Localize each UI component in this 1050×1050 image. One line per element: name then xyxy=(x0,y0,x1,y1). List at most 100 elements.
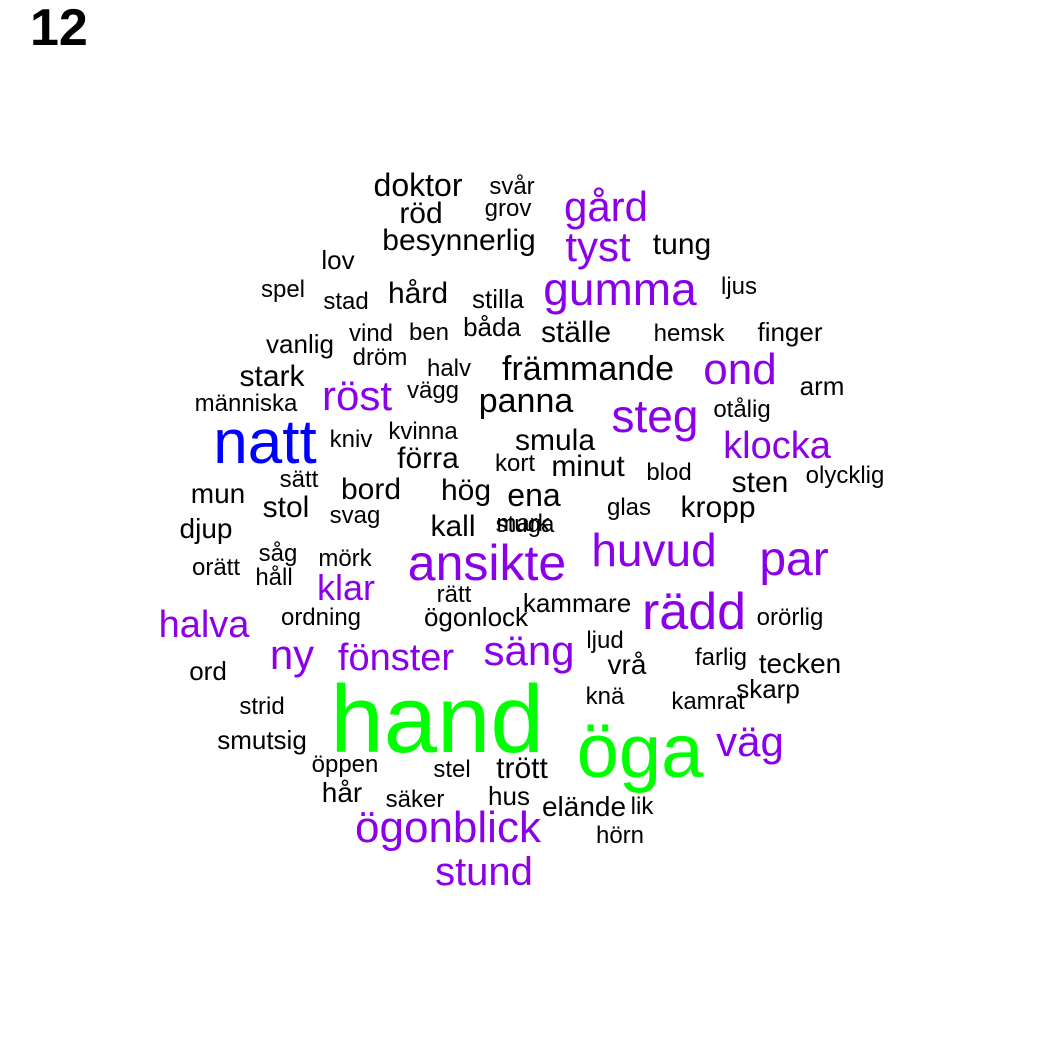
word-ratt: rätt xyxy=(436,581,472,608)
word-besynnerlig: besynnerlig xyxy=(382,224,536,257)
word-ogonlock: ögonlock xyxy=(423,602,529,632)
word-stark: stark xyxy=(239,360,305,393)
word-par: par xyxy=(759,533,829,586)
word-halva: halva xyxy=(158,604,250,646)
word-horn: hörn xyxy=(595,822,645,849)
word-vanlig: vanlig xyxy=(266,329,334,359)
word-hus: hus xyxy=(488,781,530,811)
word-svag: svag xyxy=(329,502,381,529)
word-ljud: ljud xyxy=(586,627,624,654)
word-vind: vind xyxy=(348,320,394,347)
word-lik: lik xyxy=(630,793,654,820)
word-hall: håll xyxy=(255,564,293,591)
word-bord: bord xyxy=(340,473,402,506)
word-hand: hand xyxy=(330,666,544,773)
word-glas: glas xyxy=(606,494,652,521)
word-kammare: kammare xyxy=(522,588,632,618)
word-kropp: kropp xyxy=(680,491,756,524)
word-hemsk: hemsk xyxy=(653,320,725,347)
word-vag: väg xyxy=(716,718,784,765)
word-svar: svår xyxy=(489,173,535,200)
word-blod: blod xyxy=(646,459,692,486)
word-arm: arm xyxy=(799,371,845,401)
word-ogonblick: ögonblick xyxy=(355,803,541,852)
word-minut: minut xyxy=(551,450,625,483)
word-huvud: huvud xyxy=(591,524,717,576)
page-number: 12 xyxy=(30,0,88,57)
word-gard: gård xyxy=(563,183,649,230)
word-klar: klar xyxy=(316,567,376,608)
word-klocka: klocka xyxy=(723,425,831,467)
word-hog: hög xyxy=(440,474,492,507)
word-kort: kort xyxy=(494,450,536,477)
word-hard: hård xyxy=(387,277,449,310)
word-stalle: ställe xyxy=(540,316,612,349)
word-gumma: gumma xyxy=(543,263,697,315)
word-ansikte: ansikte xyxy=(407,535,567,591)
word-oga: öga xyxy=(576,709,704,794)
word-natt: natt xyxy=(213,408,317,477)
word-tung: tung xyxy=(652,228,712,261)
word-stad: stad xyxy=(323,288,369,315)
word-ordning: ordning xyxy=(280,604,362,631)
word-ond: ond xyxy=(703,345,777,394)
word-tecken: tecken xyxy=(758,648,842,679)
word-smula: smula xyxy=(514,424,596,457)
word-smutsig: smutsig xyxy=(217,725,307,755)
word-radd: rädd xyxy=(641,583,747,641)
word-kna: knä xyxy=(585,683,625,710)
word-otalig: otålig xyxy=(713,396,771,423)
word-spel: spel xyxy=(260,276,306,303)
word-sten: sten xyxy=(731,466,789,499)
word-mun: mun xyxy=(190,478,246,509)
word-stol: stol xyxy=(262,491,310,524)
word-fonster: fönster xyxy=(337,637,455,679)
word-tyst: tyst xyxy=(565,223,631,270)
word-farlig: farlig xyxy=(694,644,748,671)
word-skarp: skarp xyxy=(736,674,800,704)
word-kvinna: kvinna xyxy=(388,418,458,445)
word-forra: förra xyxy=(397,442,459,475)
word-mork: mörk xyxy=(318,545,372,572)
word-grov: grov xyxy=(484,195,532,222)
word-elande: elände xyxy=(541,791,627,822)
word-stund: stund xyxy=(435,850,533,894)
word-trott: trött xyxy=(496,752,548,785)
word-olycklig: olycklig xyxy=(805,462,885,489)
word-kall: kall xyxy=(430,510,476,543)
word-lov: lov xyxy=(321,245,355,275)
word-strid: strid xyxy=(239,693,285,720)
word-bada: båda xyxy=(463,312,521,342)
word-steg: steg xyxy=(611,390,699,442)
word-mark: mark xyxy=(496,510,550,537)
word-manniska: människa xyxy=(194,390,298,417)
word-vagg: vägg xyxy=(406,377,460,404)
word-djup: djup xyxy=(179,513,233,544)
word-ny: ny xyxy=(269,631,315,678)
word-drom: dröm xyxy=(352,344,408,371)
word-stilla: stilla xyxy=(471,284,525,314)
word-ord: ord xyxy=(189,656,227,686)
word-rost: röst xyxy=(321,372,393,419)
word-vra: vrå xyxy=(607,649,647,680)
word-ben: ben xyxy=(408,319,450,346)
word-stel: stel xyxy=(433,756,471,783)
word-halv: halv xyxy=(426,355,472,382)
word-satt: sätt xyxy=(279,466,319,493)
word-oppen: öppen xyxy=(311,751,379,778)
word-har: hår xyxy=(321,777,363,808)
word-sag: såg xyxy=(258,540,298,567)
word-panna: panna xyxy=(478,382,574,420)
word-ena: ena xyxy=(507,477,561,513)
word-ljus: ljus xyxy=(720,273,758,300)
word-finger: finger xyxy=(757,317,823,347)
word-saker: säker xyxy=(385,786,445,813)
word-frammande: främmande xyxy=(502,350,674,388)
word-oratt: orätt xyxy=(191,554,241,581)
word-stuga: stuga xyxy=(495,511,555,538)
word-ororlig: orörlig xyxy=(756,604,824,631)
word-doktor: doktor xyxy=(373,167,463,203)
word-sang: säng xyxy=(483,627,575,674)
word-kniv: kniv xyxy=(329,426,373,453)
